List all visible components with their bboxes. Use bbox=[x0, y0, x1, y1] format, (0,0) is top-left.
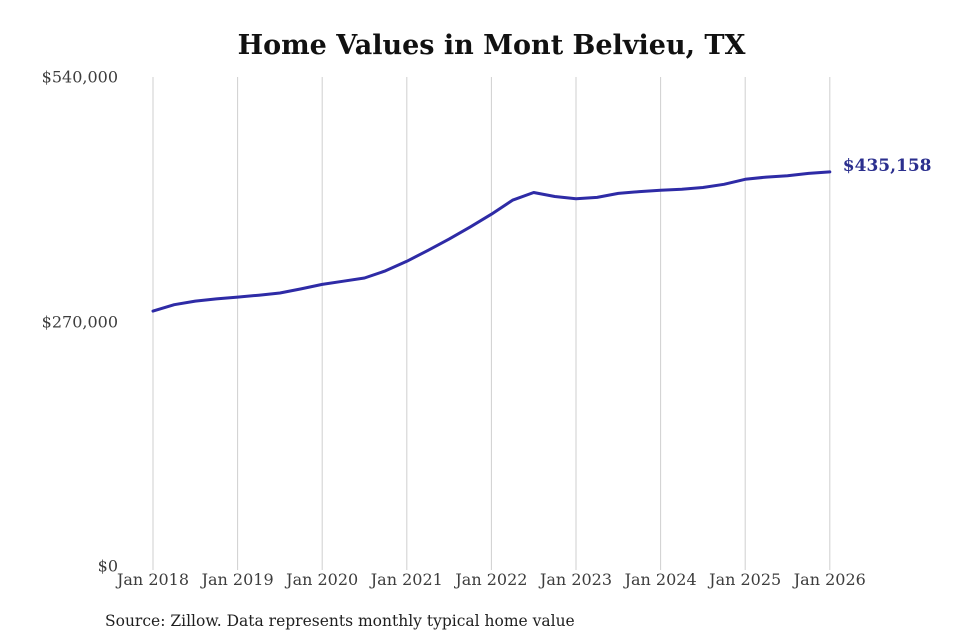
x-axis-tick-label: Jan 2021 bbox=[370, 570, 443, 589]
price-line bbox=[151, 170, 832, 313]
x-axis-tick-label: Jan 2018 bbox=[116, 570, 190, 589]
chart-title: Home Values in Mont Belvieu, TX bbox=[237, 30, 746, 61]
x-axis-tick-label: Jan 2019 bbox=[201, 570, 274, 589]
y-axis-tick-label: $0 bbox=[97, 556, 118, 576]
x-axis-tick-label: Jan 2020 bbox=[286, 570, 359, 589]
source-note: Source: Zillow. Data represents monthly … bbox=[105, 612, 575, 630]
x-axis-tick-label: Jan 2025 bbox=[709, 570, 782, 589]
y-axis-tick-label: $270,000 bbox=[41, 312, 118, 331]
x-axis-tick-label: Jan 2022 bbox=[455, 570, 528, 589]
end-value-label: $435,158 bbox=[842, 155, 932, 176]
x-axis-tick-label: Jan 2024 bbox=[624, 570, 697, 589]
x-axis-tick-label: Jan 2026 bbox=[793, 570, 866, 589]
y-axis-tick-label: $540,000 bbox=[41, 67, 118, 87]
x-axis-tick-label: Jan 2023 bbox=[539, 570, 613, 589]
